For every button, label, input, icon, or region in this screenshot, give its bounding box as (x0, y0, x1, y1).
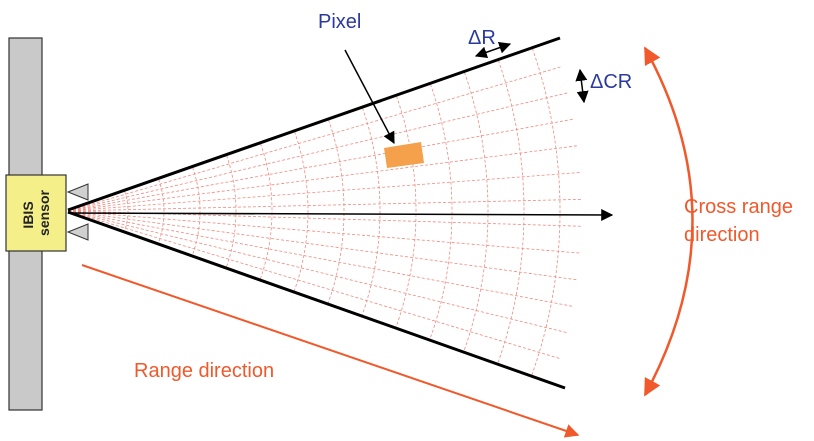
beam-edge (67, 36, 561, 212)
grid-ray (67, 210, 582, 254)
beam-edge (67, 210, 566, 390)
grid-arc (327, 119, 345, 305)
grid-arc (463, 72, 489, 353)
cross-range-arrow (643, 46, 694, 397)
sensor-label: IBIS sensor (20, 189, 52, 235)
range-label: Range direction (134, 360, 274, 382)
grid-ray (67, 92, 570, 212)
grid-arc (395, 95, 417, 329)
delta-r-arrow (474, 41, 512, 59)
grid-ray (67, 66, 563, 212)
grid-ray (67, 210, 562, 360)
grid-arc (191, 167, 201, 256)
grid-ray (67, 210, 569, 334)
grid-arc (530, 48, 561, 377)
grid-ray (67, 118, 575, 212)
grid-ray (67, 145, 579, 212)
cross-range-line: direction (684, 224, 760, 246)
grid-arc (429, 83, 453, 341)
grid-arc (225, 155, 237, 268)
grid-arc (361, 107, 381, 317)
delta-cr-arrow (575, 68, 589, 104)
sensor-box (5, 174, 67, 252)
boresight-arrow (67, 208, 614, 221)
grid-arc (158, 179, 165, 244)
cross-range-line: Cross range (684, 196, 793, 218)
antenna (66, 183, 89, 201)
sensor-line: IBIS (20, 201, 36, 228)
grid-ray (67, 171, 582, 212)
sensor-line: sensor (36, 189, 52, 235)
grid-ray (67, 198, 583, 212)
grid-ray (67, 210, 575, 308)
pixel-pointer (344, 49, 395, 145)
grid-ray (67, 210, 579, 281)
delta-cr-label: ΔCR (590, 71, 632, 93)
pixel-cell (384, 142, 424, 168)
grid-arc (124, 191, 129, 232)
delta-r-label: ΔR (468, 27, 496, 49)
grid-arc (496, 60, 525, 365)
pixel-label: Pixel (318, 11, 361, 33)
antenna (66, 223, 89, 241)
grid-arc (293, 131, 309, 293)
range-arrow (81, 264, 580, 438)
cross-range-label: Cross range direction (684, 196, 799, 246)
grid-arc (259, 143, 273, 280)
